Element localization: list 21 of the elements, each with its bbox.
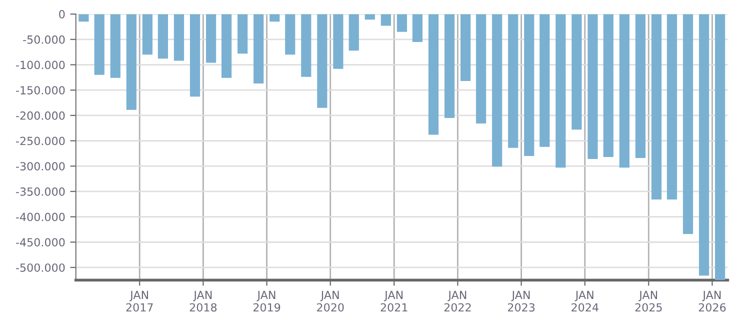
x-tick-label: JAN 2020 <box>317 290 344 312</box>
y-tick-label: -100.000 <box>16 60 65 70</box>
y-tick-label: -50.000 <box>23 35 65 44</box>
x-tick-label: JAN 2025 <box>635 290 662 312</box>
y-tick-label: -400.000 <box>16 212 65 222</box>
x-tick-label: JAN 2024 <box>572 290 598 312</box>
y-tick-label: -350.000 <box>16 187 65 196</box>
y-tick-label: 0 <box>59 10 65 18</box>
y-tick-label: -200.000 <box>16 111 65 120</box>
y-tick-label: -450.000 <box>16 238 65 247</box>
x-tick-label: JAN 2026 <box>698 290 726 312</box>
y-tick-label: -150.000 <box>16 86 65 94</box>
x-tick-label: JAN 2018 <box>190 290 217 312</box>
x-tick-label: JAN 2023 <box>508 290 535 312</box>
x-tick-label: JAN 2021 <box>380 290 408 312</box>
y-tick-label: -300.000 <box>16 162 65 170</box>
x-tick-label: JAN 2022 <box>444 290 471 312</box>
x-tick-label: JAN 2019 <box>253 290 280 312</box>
y-tick-label: -250.000 <box>16 136 65 146</box>
x-tick-label: JAN 2017 <box>126 290 153 312</box>
y-tick-label: -500.000 <box>16 263 65 272</box>
